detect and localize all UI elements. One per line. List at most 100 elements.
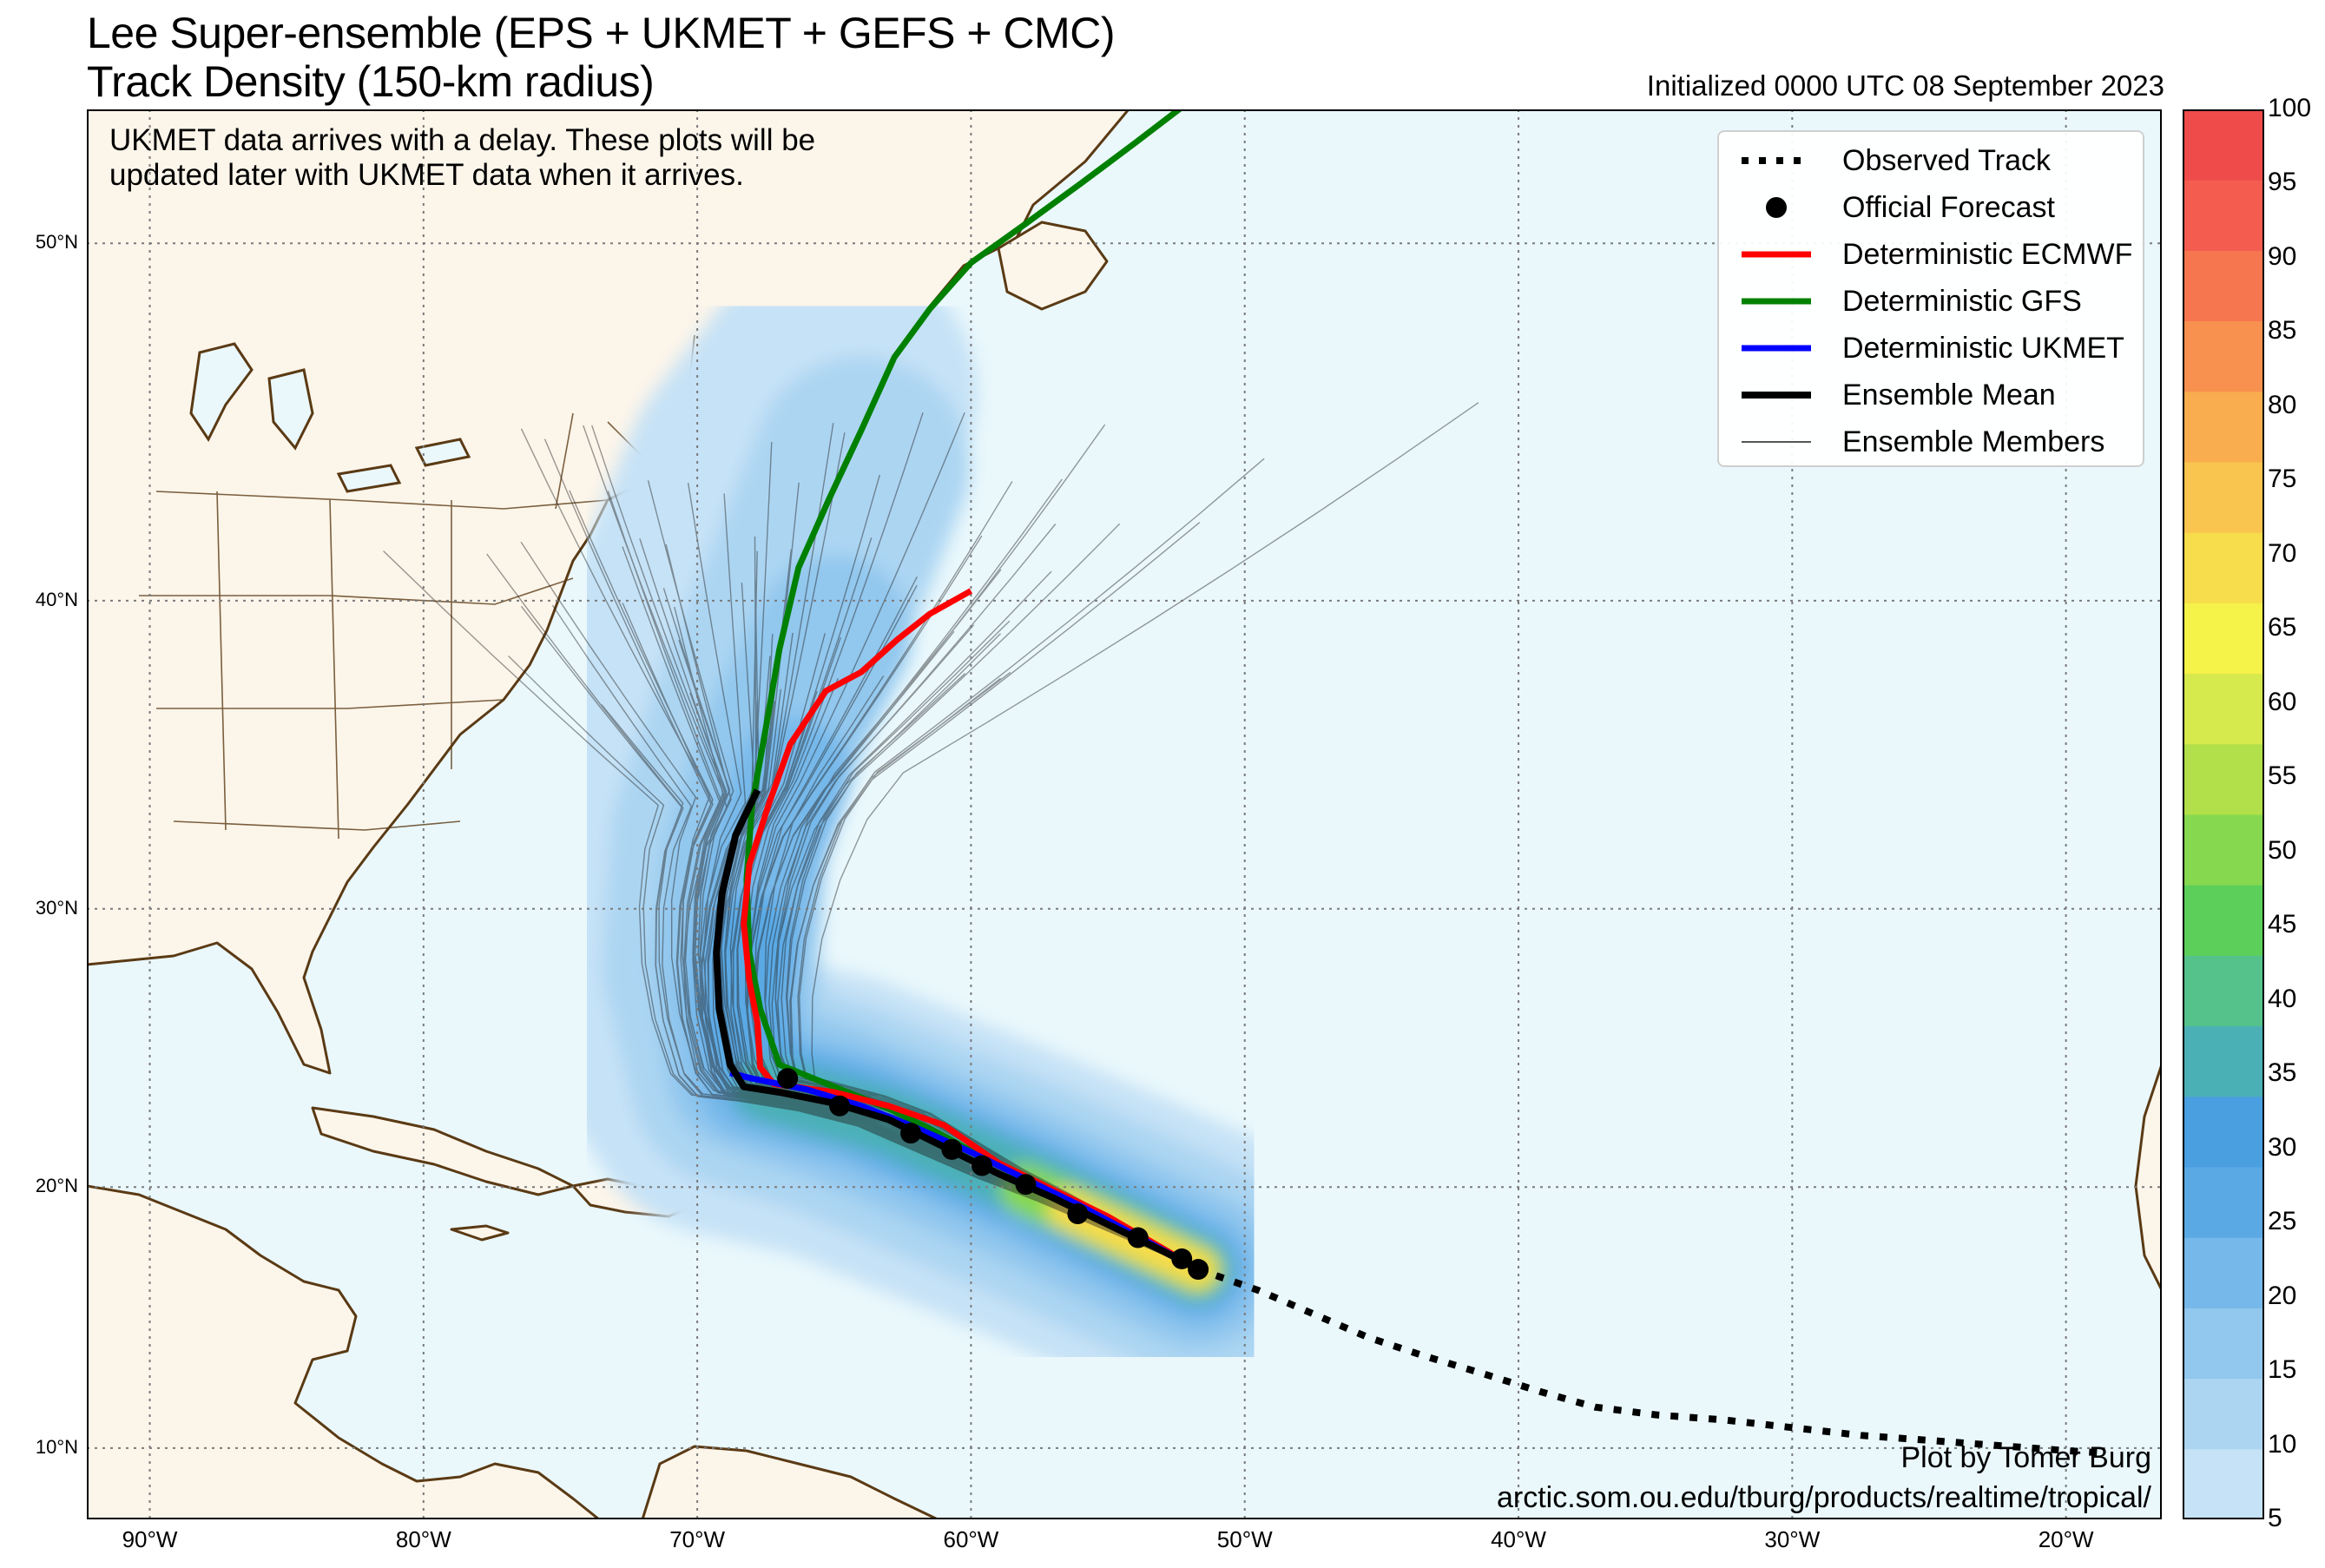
ukmet-swatch <box>1742 345 1811 352</box>
colorbar-segment <box>2183 250 2264 322</box>
lon-label: 50°W <box>1216 1526 1273 1552</box>
colorbar-tick: 60 <box>2268 687 2297 716</box>
legend-label: Official Forecast <box>1842 191 2056 224</box>
south-america-coast <box>641 1445 939 1519</box>
ensemble-member <box>569 490 1199 1270</box>
legend-item: Deterministic GFS <box>1735 278 2134 325</box>
colorbar-tick: 35 <box>2268 1058 2297 1088</box>
colorbar-segment <box>2183 1378 2264 1450</box>
forecast-point <box>971 1155 993 1176</box>
central-america-coast <box>87 1184 601 1519</box>
ensemble-member <box>601 704 1199 1270</box>
colorbar-segment <box>2183 1237 2264 1308</box>
lon-label: 70°W <box>669 1526 726 1552</box>
colorbar-tick: 30 <box>2268 1132 2297 1162</box>
lon-label: 90°W <box>122 1526 178 1552</box>
colorbar-tick: 20 <box>2268 1281 2297 1310</box>
legend-item: Ensemble Members <box>1735 418 2134 465</box>
africa-coast <box>2134 1063 2162 1292</box>
colorbar-tick: 45 <box>2268 910 2297 939</box>
initialized-time: Initialized 0000 UTC 08 September 2023 <box>1646 69 2164 102</box>
ensemble-mean-swatch <box>1742 392 1811 399</box>
forecast-point <box>1067 1203 1089 1225</box>
colorbar-segment <box>2183 673 2264 745</box>
colorbar-tick: 40 <box>2268 984 2297 1013</box>
colorbar-segment <box>2183 955 2264 1027</box>
lat-label: 10°N <box>35 1435 78 1458</box>
ensemble-member <box>508 656 1199 1270</box>
forecast-point <box>777 1068 799 1090</box>
credit-author: Plot by Tomer Burg <box>1900 1441 2151 1474</box>
colorbar-segment <box>2183 885 2264 956</box>
map-title: Lee Super-ensemble (EPS + UKMET + GEFS +… <box>87 9 1115 57</box>
colorbar-segment <box>2183 109 2264 181</box>
colorbar-tick: 100 <box>2268 94 2312 122</box>
colorbar <box>2183 109 2264 1519</box>
ensemble-member <box>520 605 1199 1270</box>
lon-label: 40°W <box>1491 1526 1546 1552</box>
legend-label: Deterministic ECMWF <box>1842 238 2133 271</box>
colorbar-segment <box>2183 1308 2264 1380</box>
observed-track <box>1196 1266 2108 1457</box>
lon-label: 20°W <box>2038 1526 2094 1552</box>
colorbar-segment <box>2183 1448 2264 1519</box>
ensemble-member <box>674 606 1199 1270</box>
ensemble-member <box>797 458 1265 1270</box>
colorbar-tick: 70 <box>2268 538 2297 568</box>
observed-track-swatch <box>1742 157 1811 164</box>
ensemble-member <box>622 603 1199 1270</box>
colorbar-segment <box>2183 603 2264 675</box>
ukmet-delay-note: UKMET data arrives with a delay. These p… <box>109 123 816 157</box>
colorbar-segment <box>2183 532 2264 603</box>
ensemble-member <box>811 402 1479 1270</box>
colorbar-tick: 85 <box>2268 316 2297 346</box>
ensemble-member <box>486 553 1199 1270</box>
ensemble-member <box>383 550 1199 1270</box>
great-lakes <box>189 342 471 493</box>
legend: Observed Track Official Forecast Determi… <box>1717 130 2144 467</box>
legend-label: Ensemble Members <box>1842 425 2105 458</box>
lat-label: 20°N <box>35 1175 78 1197</box>
colorbar-frame <box>2183 109 2264 1519</box>
legend-item: Deterministic UKMET <box>1735 325 2134 372</box>
ecmwf-swatch <box>1742 251 1811 258</box>
colorbar-segment <box>2183 462 2264 533</box>
colorbar-tick: 50 <box>2268 835 2297 865</box>
map-frame <box>87 109 2162 1519</box>
ukmet-delay-note-2: updated later with UKMET data when it ar… <box>109 158 744 192</box>
ensemble-member <box>607 491 1199 1270</box>
ensemble-member <box>551 604 1199 1270</box>
forecast-point <box>1015 1174 1037 1196</box>
colorbar-tick: 25 <box>2268 1207 2297 1236</box>
official-forecast-points <box>777 1068 1209 1281</box>
lon-label: 80°W <box>395 1526 451 1552</box>
colorbar-segment <box>2183 1025 2264 1097</box>
legend-label: Deterministic GFS <box>1842 285 2082 318</box>
colorbar-segment <box>2183 1167 2264 1238</box>
lat-label: 40°N <box>35 588 78 610</box>
forecast-point <box>941 1138 963 1160</box>
colorbar-tick: 10 <box>2268 1429 2297 1459</box>
forecast-point <box>1188 1259 1209 1281</box>
ensemble-member <box>699 493 1199 1270</box>
colorbar-tick: 55 <box>2268 761 2297 791</box>
lat-label: 30°N <box>35 896 78 919</box>
colorbar-tick: 90 <box>2268 241 2297 271</box>
lon-label: 30°W <box>1764 1526 1821 1552</box>
forecast-point <box>1127 1227 1149 1248</box>
ensemble-member <box>712 701 1199 1270</box>
forecast-point <box>1171 1248 1193 1269</box>
colorbar-segment <box>2183 743 2264 815</box>
legend-label: Observed Track <box>1842 144 2051 177</box>
legend-item: Ensemble Mean <box>1735 372 2134 418</box>
colorbar-tick: 95 <box>2268 168 2297 197</box>
ensemble-member <box>543 438 1199 1270</box>
colorbar-segment <box>2183 391 2264 463</box>
colorbar-segment <box>2183 180 2264 251</box>
colorbar-segment <box>2183 1096 2264 1168</box>
ensemble-members-swatch <box>1742 441 1811 443</box>
colorbar-tick: 5 <box>2268 1504 2282 1532</box>
map-subtitle: Track Density (150-km radius) <box>87 57 655 106</box>
lon-label: 60°W <box>943 1526 999 1552</box>
ensemble-member <box>704 656 1199 1270</box>
